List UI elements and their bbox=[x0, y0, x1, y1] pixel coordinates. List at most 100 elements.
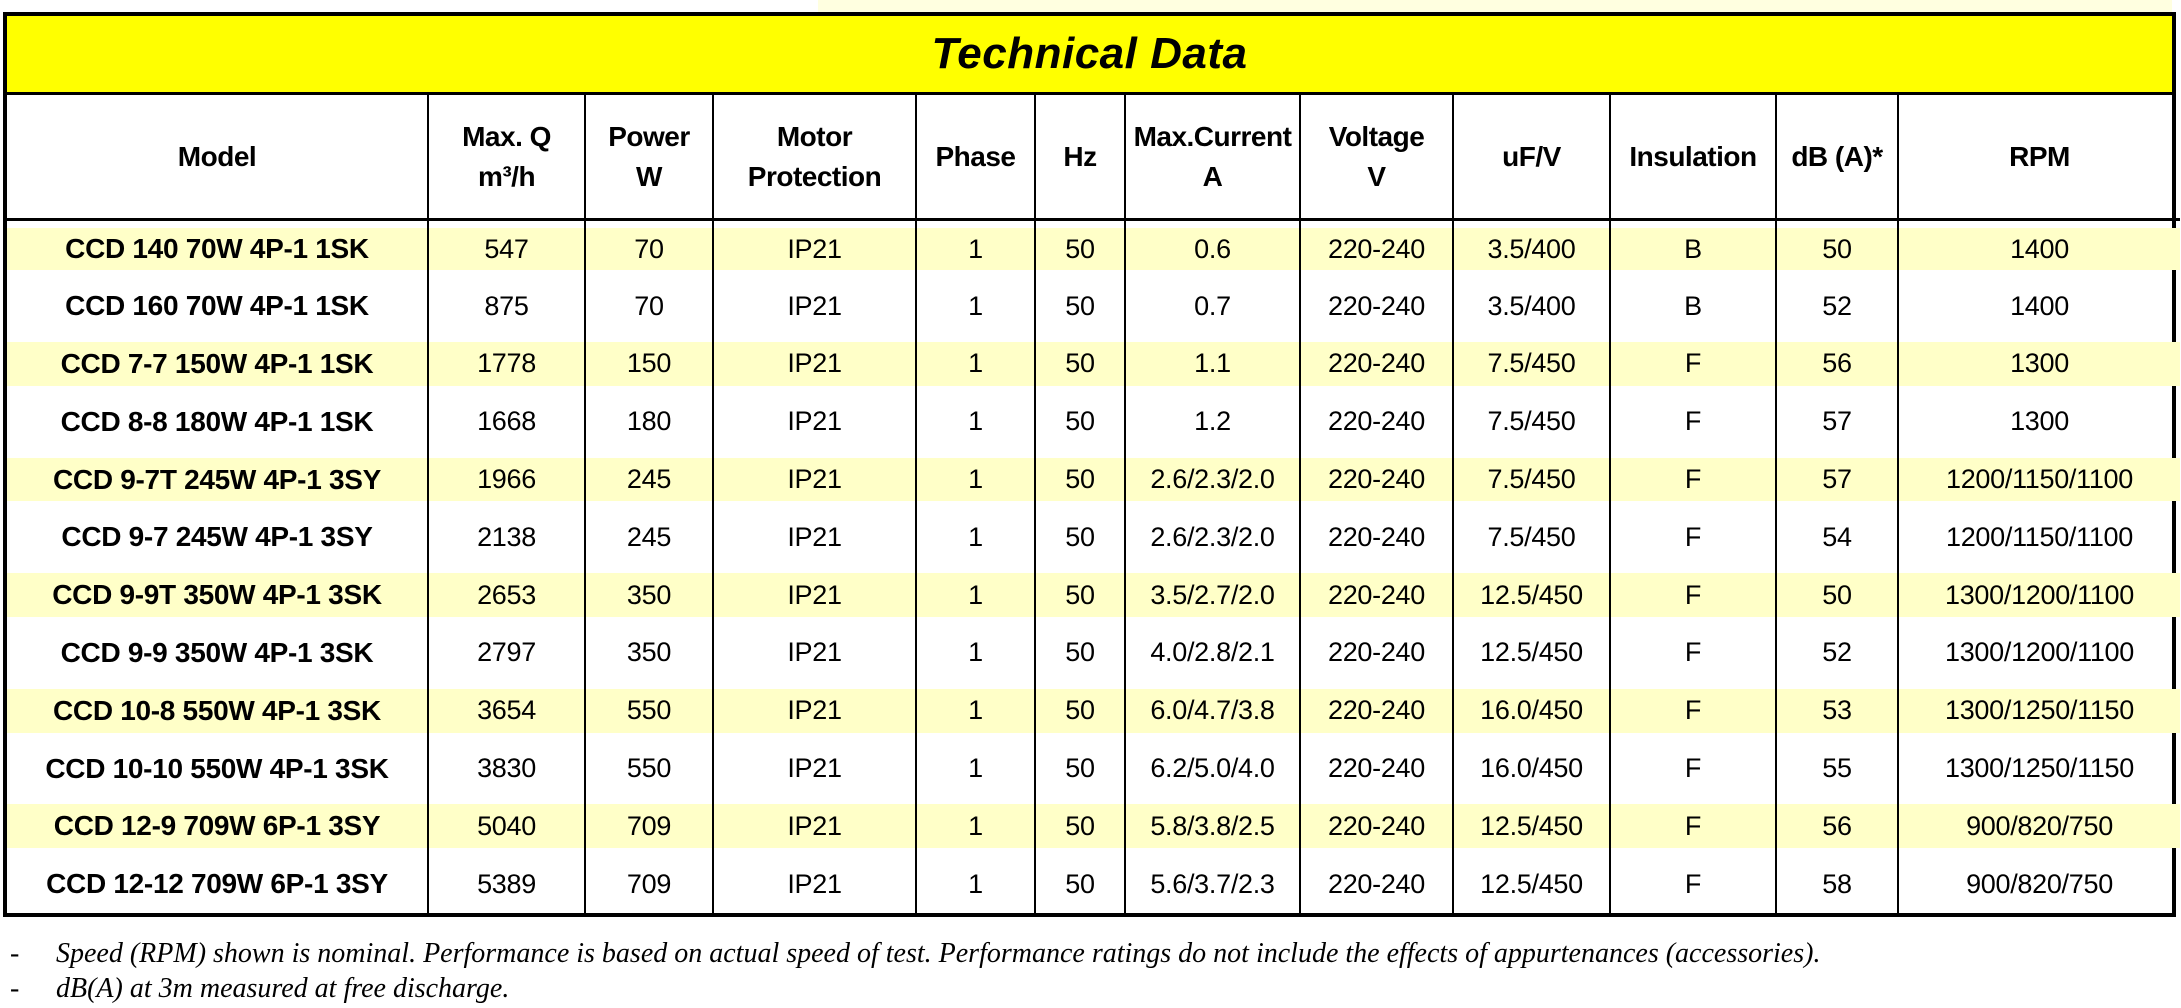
cell-uf_v: 3.5/400 bbox=[1452, 277, 1610, 336]
cell-hz: 50 bbox=[1034, 508, 1125, 567]
cell-voltage: 220-240 bbox=[1299, 219, 1453, 278]
column-header-line: m³/h bbox=[477, 160, 536, 192]
column-header-line: RPM bbox=[2009, 140, 2070, 172]
cell-voltage: 220-240 bbox=[1299, 797, 1453, 856]
cell-motor_protection: IP21 bbox=[712, 219, 916, 278]
cell-uf_v: 3.5/400 bbox=[1452, 219, 1610, 278]
cell-max_q: 3654 bbox=[427, 681, 585, 740]
table-row: CCD 8-8 180W 4P-1 1SK 1668 180 IP21 1 50 1.2 22… bbox=[7, 392, 2180, 451]
footnote-bullet: - bbox=[10, 973, 20, 1004]
cell-phase: 1 bbox=[915, 566, 1035, 625]
cell-insulation: F bbox=[1609, 855, 1776, 914]
cell-motor_protection: IP21 bbox=[712, 566, 916, 625]
cell-uf_v: 12.5/450 bbox=[1452, 624, 1610, 682]
cell-power: 350 bbox=[584, 624, 713, 682]
cell-insulation: F bbox=[1609, 681, 1776, 740]
cell-hz: 50 bbox=[1034, 335, 1125, 393]
cell-uf_v: 16.0/450 bbox=[1452, 681, 1610, 740]
cell-model: CCD 9-7 245W 4P-1 3SY bbox=[61, 521, 373, 553]
cell-phase: 1 bbox=[915, 624, 1035, 682]
cell-voltage: 220-240 bbox=[1299, 739, 1453, 798]
cell-max_current: 6.2/5.0/4.0 bbox=[1124, 739, 1300, 798]
cell-rpm: 1300 bbox=[1897, 392, 2180, 451]
cell-insulation: F bbox=[1609, 566, 1776, 625]
cell-db_a: 56 bbox=[1775, 797, 1898, 856]
column-header-line: V bbox=[1367, 160, 1386, 192]
cell-insulation: B bbox=[1609, 219, 1776, 278]
column-header-rpm: RPM bbox=[1897, 95, 2180, 221]
cell-hz: 50 bbox=[1034, 739, 1125, 798]
cell-phase: 1 bbox=[915, 739, 1035, 798]
cell-max_current: 4.0/2.8/2.1 bbox=[1124, 624, 1300, 682]
table-row: CCD 9-9T 350W 4P-1 3SK 2653 350 IP21 1 50 3.5/… bbox=[7, 566, 2180, 625]
column-header-line: uF/V bbox=[1502, 140, 1561, 172]
column-header-line: Phase bbox=[935, 140, 1017, 172]
cell-rpm: 1400 bbox=[1897, 277, 2180, 336]
column-header-hz: Hz bbox=[1034, 95, 1125, 221]
cell-phase: 1 bbox=[915, 277, 1035, 336]
cell-voltage: 220-240 bbox=[1299, 566, 1453, 625]
cell-model: CCD 140 70W 4P-1 1SK bbox=[7, 220, 428, 278]
cell-voltage: 220-240 bbox=[1299, 277, 1453, 336]
cell-model: CCD 10-8 550W 4P-1 3SK bbox=[7, 682, 428, 740]
cell-power: 709 bbox=[584, 855, 713, 914]
cell-max_q: 5040 bbox=[427, 797, 585, 856]
table-row: CCD 160 70W 4P-1 1SK 875 70 IP21 1 50 0.7 220-2… bbox=[7, 277, 2180, 336]
cell-max_q: 3830 bbox=[427, 739, 585, 798]
cell-db_a: 57 bbox=[1775, 392, 1898, 451]
cell-motor_protection: IP21 bbox=[712, 739, 916, 798]
cell-max_q: 547 bbox=[427, 219, 585, 278]
column-header-line: A bbox=[1202, 160, 1223, 192]
footnotes: - Speed (RPM) shown is nominal. Performan… bbox=[10, 936, 2170, 1006]
cell-max_current: 2.6/2.3/2.0 bbox=[1124, 508, 1300, 567]
cell-model: CCD 10-10 550W 4P-1 3SK bbox=[45, 752, 389, 784]
cell-uf_v: 12.5/450 bbox=[1452, 797, 1610, 856]
cell-power: 70 bbox=[584, 277, 713, 336]
cell-motor_protection: IP21 bbox=[712, 681, 916, 740]
cell-hz: 50 bbox=[1034, 219, 1125, 278]
cell-rpm: 1300/1250/1150 bbox=[1897, 739, 2180, 798]
column-header-line: Max.Current bbox=[1133, 120, 1292, 152]
cell-motor_protection: IP21 bbox=[712, 624, 916, 682]
footnote-text: dB(A) at 3m measured at free discharge. bbox=[56, 973, 510, 1004]
column-header-phase: Phase bbox=[915, 95, 1035, 221]
cell-max_current: 0.7 bbox=[1124, 277, 1300, 336]
table-body: CCD 140 70W 4P-1 1SK 547 70 IP21 1 50 0.6 220-2… bbox=[7, 219, 2180, 914]
table-row: CCD 9-7 245W 4P-1 3SY 2138 245 IP21 1 50 2.6/2… bbox=[7, 508, 2180, 567]
cell-db_a: 55 bbox=[1775, 739, 1898, 798]
cell-phase: 1 bbox=[915, 855, 1035, 914]
data-grid: Model Max. Q m³/h Power W Motor Protection Phas… bbox=[7, 95, 2180, 914]
cell-insulation: F bbox=[1609, 392, 1776, 451]
cell-db_a: 50 bbox=[1775, 219, 1898, 278]
cell-max_q: 1778 bbox=[427, 335, 585, 393]
table-row: CCD 10-10 550W 4P-1 3SK 3830 550 IP21 1 50 6.2… bbox=[7, 739, 2180, 798]
cell-hz: 50 bbox=[1034, 624, 1125, 682]
cell-voltage: 220-240 bbox=[1299, 450, 1453, 509]
cell-hz: 50 bbox=[1034, 392, 1125, 451]
cell-rpm: 1300/1200/1100 bbox=[1897, 566, 2180, 625]
cell-max_q: 875 bbox=[427, 277, 585, 336]
cell-model: CCD 160 70W 4P-1 1SK bbox=[65, 290, 369, 322]
cell-db_a: 57 bbox=[1775, 450, 1898, 509]
column-header-db_a: dB (A)* bbox=[1775, 95, 1898, 221]
cell-insulation: F bbox=[1609, 739, 1776, 798]
cell-hz: 50 bbox=[1034, 797, 1125, 856]
cell-rpm: 900/820/750 bbox=[1897, 797, 2180, 856]
cell-db_a: 52 bbox=[1775, 624, 1898, 682]
footnote-bullet: - bbox=[10, 938, 20, 969]
cell-power: 245 bbox=[584, 508, 713, 567]
table-row: CCD 10-8 550W 4P-1 3SK 3654 550 IP21 1 50 6.0/… bbox=[7, 681, 2180, 740]
footnote-text: Speed (RPM) shown is nominal. Performanc… bbox=[56, 938, 1821, 969]
cell-insulation: B bbox=[1609, 277, 1776, 336]
cell-motor_protection: IP21 bbox=[712, 855, 916, 914]
cell-max_q: 1668 bbox=[427, 392, 585, 451]
cell-db_a: 50 bbox=[1775, 566, 1898, 625]
column-header-line: Power bbox=[608, 120, 690, 152]
column-header-line: Motor bbox=[776, 120, 853, 152]
cell-motor_protection: IP21 bbox=[712, 335, 916, 393]
cell-hz: 50 bbox=[1034, 855, 1125, 914]
cell-rpm: 1300 bbox=[1897, 335, 2180, 393]
cell-model: CCD 9-7T 245W 4P-1 3SY bbox=[7, 451, 428, 509]
table-header: Model Max. Q m³/h Power W Motor Protection Phas… bbox=[7, 95, 2180, 221]
